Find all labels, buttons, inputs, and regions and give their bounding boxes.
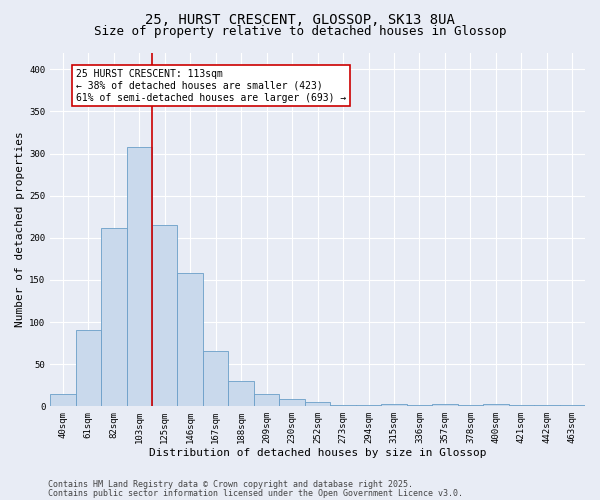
Bar [432,404,458,406]
Bar [76,330,101,406]
Bar [560,404,585,406]
X-axis label: Distribution of detached houses by size in Glossop: Distribution of detached houses by size … [149,448,487,458]
Text: 25 HURST CRESCENT: 113sqm
← 38% of detached houses are smaller (423)
61% of semi: 25 HURST CRESCENT: 113sqm ← 38% of detac… [76,70,346,102]
Bar [483,404,509,406]
Bar [229,381,254,406]
Bar [305,402,331,406]
Text: Contains public sector information licensed under the Open Government Licence v3: Contains public sector information licen… [48,489,463,498]
Bar [381,404,407,406]
Text: Size of property relative to detached houses in Glossop: Size of property relative to detached ho… [94,25,506,38]
Bar [203,352,229,406]
Text: Contains HM Land Registry data © Crown copyright and database right 2025.: Contains HM Land Registry data © Crown c… [48,480,413,489]
Bar [152,225,178,406]
Text: 25, HURST CRESCENT, GLOSSOP, SK13 8UA: 25, HURST CRESCENT, GLOSSOP, SK13 8UA [145,12,455,26]
Bar [178,273,203,406]
Bar [50,394,76,406]
Bar [127,147,152,406]
Bar [254,394,280,406]
Bar [101,228,127,406]
Y-axis label: Number of detached properties: Number of detached properties [15,132,25,327]
Bar [280,400,305,406]
Bar [331,404,356,406]
